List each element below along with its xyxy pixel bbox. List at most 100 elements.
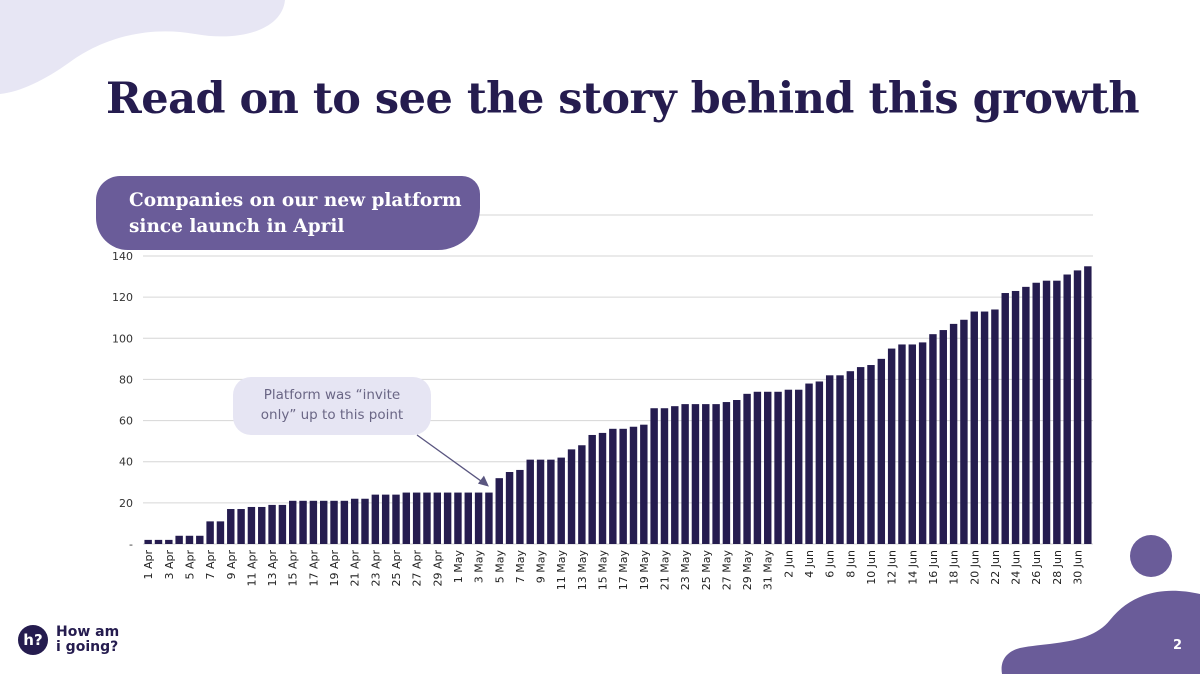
y-tick-label: -: [129, 538, 133, 551]
bar: [433, 492, 442, 544]
page-number: 2: [1173, 638, 1183, 653]
x-tick-label: 7 May: [514, 550, 527, 584]
bar: [578, 445, 586, 544]
x-tick-label: 12 Jun: [886, 550, 899, 585]
bar: [1053, 280, 1061, 544]
bar: [340, 500, 349, 544]
chart-title-line-1: Companies on our new platform: [129, 190, 462, 211]
bar: [598, 432, 607, 544]
bar: [733, 400, 741, 544]
bar: [609, 428, 617, 544]
x-tick-label: 18 Jun: [948, 550, 961, 585]
bar: [846, 371, 855, 544]
bar: [474, 492, 483, 544]
bar: [722, 402, 731, 544]
x-tick-label: 19 Apr: [328, 550, 341, 587]
purple-dot: [1130, 535, 1172, 577]
bar: [516, 469, 524, 544]
bar: [836, 375, 844, 544]
x-tick-label: 2 Jun: [782, 550, 795, 578]
bottom-right-blob-shape: [1001, 590, 1200, 674]
bar: [702, 404, 710, 544]
bar: [1042, 280, 1051, 544]
bar: [784, 389, 793, 544]
bar: [908, 344, 917, 544]
bar: [743, 393, 751, 544]
bar: [371, 494, 380, 544]
x-tick-label: 27 Apr: [411, 550, 424, 587]
x-tick-label: 3 May: [473, 550, 486, 584]
bar: [949, 323, 958, 544]
x-tick-label: 15 May: [597, 550, 610, 591]
x-tick-label: 13 May: [576, 550, 589, 591]
x-tick-label: 17 Apr: [307, 550, 320, 587]
bar: [887, 348, 896, 544]
bar: [392, 494, 400, 544]
bar: [640, 424, 648, 544]
bar: [939, 330, 947, 544]
x-tick-label: 5 Apr: [183, 550, 196, 580]
bar: [454, 492, 462, 544]
x-tick-label: 19 May: [638, 550, 651, 591]
bar: [144, 539, 152, 544]
bar: [381, 494, 390, 544]
annotation-line-1: Platform was “invite: [263, 387, 401, 403]
how-am-i-going-logo: h? How am i going?: [18, 625, 119, 655]
x-tick-label: 5 May: [493, 550, 506, 584]
bar: [547, 459, 555, 544]
x-tick-label: 11 May: [555, 550, 568, 591]
bar: [309, 500, 318, 544]
x-tick-label: 16 Jun: [927, 550, 940, 585]
x-tick-label: 31 May: [762, 550, 775, 591]
bar: [557, 457, 565, 544]
x-tick-label: 24 Jun: [1010, 550, 1023, 585]
x-tick-label: 27 May: [720, 550, 733, 591]
bar: [330, 500, 338, 544]
bar: [258, 506, 266, 544]
x-tick-label: 21 May: [658, 550, 671, 591]
x-tick-label: 13 Apr: [266, 550, 279, 587]
bar: [165, 539, 173, 544]
y-tick-label: 120: [112, 291, 133, 304]
bar: [970, 311, 978, 544]
page-title: Read on to see the story behind this gro…: [106, 74, 1140, 124]
bar: [619, 428, 627, 544]
bar: [1073, 270, 1082, 544]
bar: [764, 391, 772, 544]
y-tick-label: 60: [119, 415, 133, 428]
bar: [154, 539, 163, 544]
bar: [278, 504, 287, 544]
x-tick-label: 8 Jun: [844, 550, 857, 578]
y-tick-label: 140: [112, 250, 133, 263]
bar: [247, 506, 256, 544]
bar: [1011, 290, 1020, 544]
bar: [485, 492, 493, 544]
x-tick-label: 15 Apr: [287, 550, 300, 587]
x-tick-label: 6 Jun: [824, 550, 837, 578]
logo-line-2: i going?: [56, 639, 119, 655]
y-tick-label: 80: [119, 373, 133, 386]
bar: [185, 535, 194, 544]
y-tick-label: 20: [119, 497, 133, 510]
bar: [227, 509, 235, 544]
x-tick-label: 23 Apr: [369, 550, 382, 587]
bar: [825, 375, 834, 544]
bar: [867, 365, 875, 544]
x-tick-label: 11 Apr: [245, 550, 258, 587]
bar: [712, 404, 720, 544]
x-tick-label: 4 Jun: [803, 550, 816, 578]
bar: [1022, 286, 1030, 544]
x-tick-label: 14 Jun: [906, 550, 919, 585]
bar: [206, 521, 214, 544]
x-tick-label: 7 Apr: [204, 550, 217, 580]
bar: [856, 367, 865, 544]
bar: [671, 406, 679, 544]
logo-line-1: How am: [56, 624, 120, 640]
x-tick-label: 22 Jun: [989, 550, 1002, 585]
x-tick-label: 21 Apr: [349, 550, 362, 587]
chart-title-callout: Companies on our new platform since laun…: [96, 176, 480, 250]
x-tick-label: 25 Apr: [390, 550, 403, 587]
bar: [299, 500, 307, 544]
x-tick-label: 17 May: [617, 550, 630, 591]
chart-title-line-2: since launch in April: [129, 216, 345, 237]
